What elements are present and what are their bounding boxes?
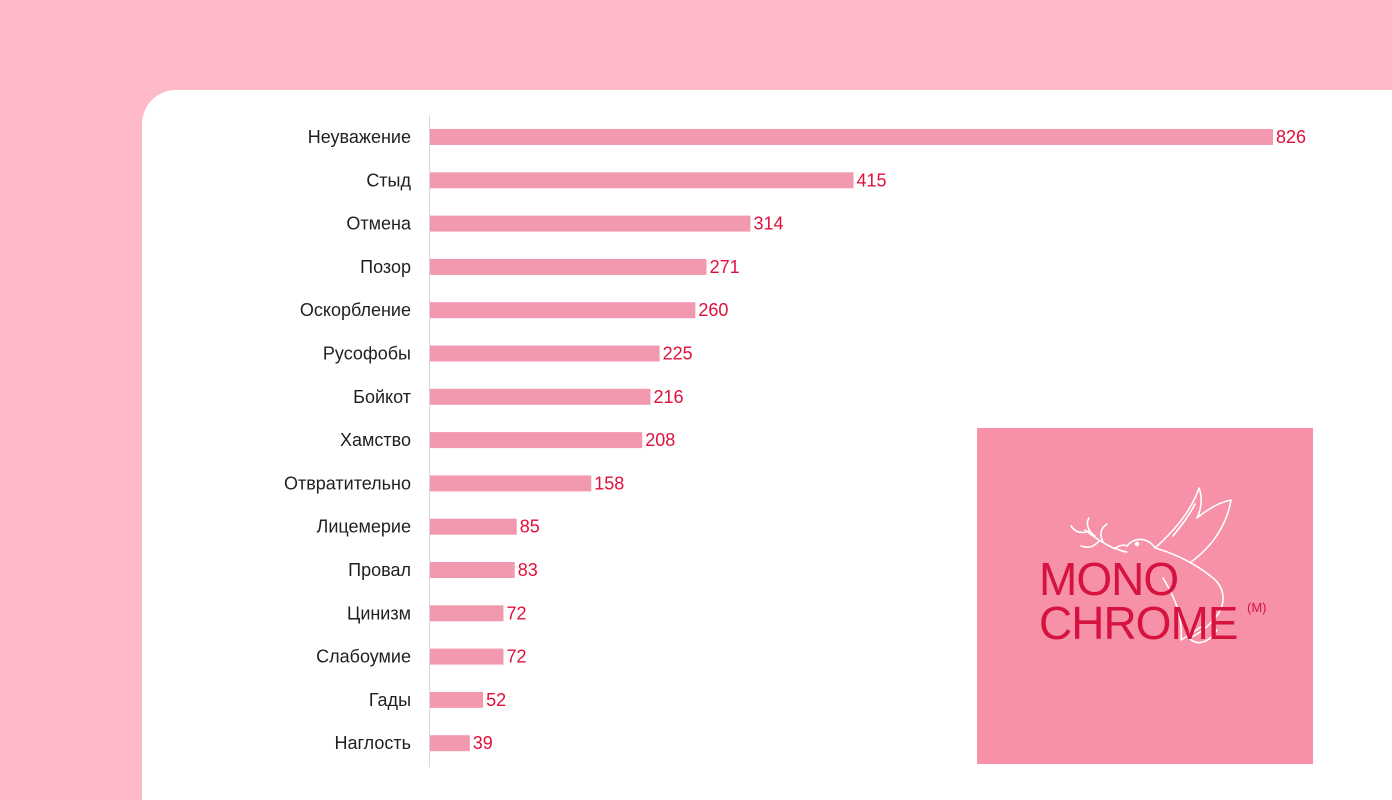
value-label: 39 <box>473 733 493 753</box>
value-label: 52 <box>486 690 506 710</box>
bar <box>430 605 504 622</box>
category-label: Неуважение <box>308 127 411 147</box>
dove-with-olive-branch-icon <box>1070 487 1232 644</box>
value-label: 72 <box>506 603 526 623</box>
category-label: Гады <box>369 690 411 710</box>
bar <box>430 735 470 752</box>
value-label: 72 <box>506 647 526 667</box>
category-label: Слабоумие <box>316 647 411 667</box>
bar <box>430 691 484 708</box>
bar <box>430 648 504 665</box>
category-label: Позор <box>360 257 411 277</box>
bar <box>430 432 643 449</box>
bar <box>430 345 660 362</box>
bar <box>430 388 651 405</box>
bar <box>430 302 696 319</box>
bars-group: Неуважение 826 Стыд 415 Отмена 314 Позор 271 Оск… <box>284 127 1306 753</box>
bar <box>430 129 1273 145</box>
value-label: 216 <box>653 387 683 407</box>
bar <box>430 258 707 275</box>
monochrome-logo: MONO CHROME (M) <box>977 428 1313 764</box>
chart-card: Неуважение 826 Стыд 415 Отмена 314 Позор 271 Оск… <box>142 90 1392 800</box>
logo-text-line2: CHROME <box>1039 597 1238 649</box>
category-label: Отвратительно <box>284 473 411 493</box>
value-label: 83 <box>518 560 538 580</box>
category-label: Цинизм <box>347 603 411 623</box>
category-label: Хамство <box>340 430 411 450</box>
category-label: Отмена <box>346 214 412 234</box>
logo-text-line1: MONO <box>1039 553 1179 605</box>
value-label: 826 <box>1276 127 1306 147</box>
value-label: 85 <box>520 517 540 537</box>
bar <box>430 562 515 578</box>
category-label: Стыд <box>366 170 411 190</box>
value-label: 271 <box>710 257 740 277</box>
logo-trademark-mark: (M) <box>1247 600 1267 615</box>
category-label: Русофобы <box>323 344 411 364</box>
value-label: 415 <box>857 170 887 190</box>
value-label: 314 <box>753 214 783 234</box>
value-label: 260 <box>698 300 728 320</box>
value-label: 208 <box>645 430 675 450</box>
bar-chart: Неуважение 826 Стыд 415 Отмена 314 Позор 271 Оск… <box>284 115 1306 767</box>
category-label: Лицемерие <box>317 517 411 537</box>
bar <box>430 172 854 189</box>
bar <box>430 475 592 492</box>
category-label: Провал <box>348 560 411 580</box>
category-label: Наглость <box>334 733 411 753</box>
category-label: Бойкот <box>353 387 411 407</box>
bar <box>430 518 517 535</box>
value-label: 158 <box>594 473 624 493</box>
bar <box>430 215 751 232</box>
value-label: 225 <box>663 344 693 364</box>
category-label: Оскорбление <box>300 300 411 320</box>
